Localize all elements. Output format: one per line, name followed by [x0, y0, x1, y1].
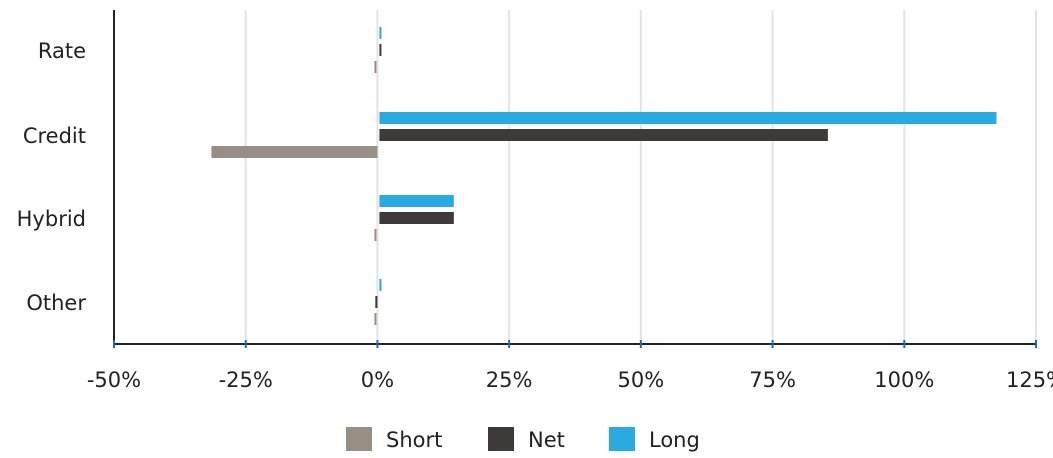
- x-tick-label: 125%: [1006, 368, 1053, 392]
- x-tick-labels: -50% -25% 0% 25% 50% 75% 100% 125%: [87, 340, 1053, 392]
- category-labels: Rate Credit Hybrid Other: [17, 39, 87, 315]
- bar-long-other: [379, 279, 382, 291]
- x-tick-label: 25%: [486, 368, 533, 392]
- category-label: Credit: [23, 124, 86, 148]
- bar-net-other: [375, 296, 378, 308]
- bar-short-other: [374, 313, 377, 325]
- x-tick-label: -50%: [87, 368, 141, 392]
- axes: [113, 10, 1036, 345]
- legend-swatch-net: [488, 427, 514, 451]
- legend-label-net: Net: [528, 428, 565, 452]
- category-label: Hybrid: [17, 207, 86, 231]
- category-label: Rate: [38, 39, 86, 63]
- bar-short-hybrid: [374, 229, 377, 241]
- category-label: Other: [26, 291, 86, 315]
- x-tick-label: -25%: [219, 368, 273, 392]
- x-tick-label: 50%: [618, 368, 665, 392]
- x-tick-label: 100%: [874, 368, 934, 392]
- legend-swatch-long: [609, 427, 635, 451]
- legend-swatch-short: [346, 427, 372, 451]
- bar-net-credit: [379, 129, 828, 141]
- bar-long-hybrid: [379, 195, 454, 207]
- bar-short-credit: [211, 146, 378, 158]
- bar-net-hybrid: [379, 212, 454, 224]
- bar-long-rate: [379, 27, 382, 39]
- bar-net-rate: [379, 44, 382, 56]
- grid-lines: [244, 10, 1037, 344]
- bars: [211, 27, 997, 325]
- x-tick-label: 0%: [361, 368, 394, 392]
- x-tick-label: 75%: [749, 368, 796, 392]
- legend: Short Net Long: [346, 427, 700, 452]
- bar-short-rate: [374, 61, 377, 73]
- legend-label-short: Short: [386, 428, 442, 452]
- bar-long-credit: [379, 112, 997, 124]
- legend-label-long: Long: [649, 428, 700, 452]
